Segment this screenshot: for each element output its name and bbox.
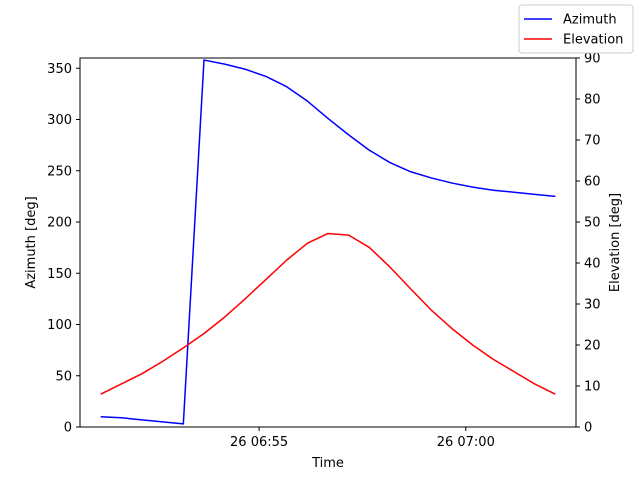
y-axis-left: 0 50 100 150 200 250 300 350	[47, 62, 80, 436]
x-tick-label: 26 06:55	[230, 435, 288, 450]
y-right-tick-label: 30	[584, 298, 601, 313]
y-left-tick-label: 100	[47, 318, 72, 333]
y-axis-left-title: Azimuth [deg]	[24, 196, 39, 288]
y-left-tick-label: 350	[47, 62, 72, 77]
series-layer	[100, 59, 556, 425]
y-right-tick-label: 40	[584, 257, 601, 272]
series-line-azimuth	[100, 59, 556, 425]
y-right-tick-label: 80	[584, 93, 601, 108]
legend-box	[518, 4, 634, 54]
plot-frame	[79, 57, 577, 428]
x-axis: 26 06:55 26 07:00	[230, 427, 495, 450]
y-left-tick-label: 50	[55, 369, 72, 384]
y-right-tick-label: 10	[584, 380, 601, 395]
x-tick-label: 26 07:00	[437, 435, 495, 450]
y-left-tick-label: 300	[47, 113, 72, 128]
legend-label-elevation: Elevation	[563, 33, 623, 48]
y-right-tick-label: 70	[584, 134, 601, 149]
y-right-tick-label: 0	[584, 421, 592, 436]
y-left-tick-label: 200	[47, 216, 72, 231]
y-left-tick-label: 150	[47, 267, 72, 282]
y-right-tick-label: 50	[584, 216, 601, 231]
y-left-tick-label: 250	[47, 164, 72, 179]
y-right-tick-label: 90	[584, 52, 601, 67]
y-right-tick-label: 60	[584, 175, 601, 190]
y-axis-right-title: Elevation [deg]	[608, 193, 623, 292]
y-axis-right: 0 10 20 30 40 50 60 70 80 90	[576, 52, 601, 436]
x-axis-title: Time	[311, 456, 344, 471]
y-left-tick-label: 0	[64, 421, 72, 436]
legend-label-azimuth: Azimuth	[563, 13, 617, 28]
y-right-tick-label: 20	[584, 339, 601, 354]
series-line-elevation	[100, 232, 556, 395]
legend: Azimuth Elevation	[518, 4, 634, 54]
